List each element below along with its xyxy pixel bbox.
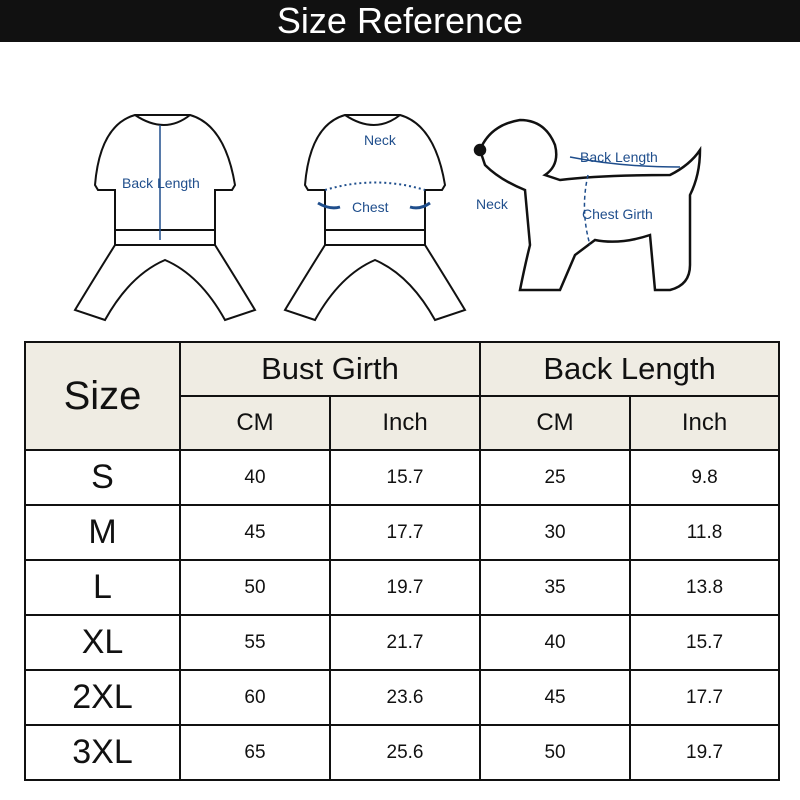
dog-neck-label: Neck (476, 196, 509, 212)
dog-back-length-label: Back Length (580, 149, 658, 165)
table-row: 3XL 65 25.6 50 19.7 (24, 724, 781, 781)
size-cell: 2XL (24, 669, 181, 726)
value-cell: 19.7 (629, 724, 781, 781)
value-cell: 19.7 (328, 559, 482, 616)
size-cell: M (24, 504, 181, 561)
size-cell: XL (24, 614, 181, 671)
unit-header: Inch (328, 395, 482, 451)
back-length-label: Back Length (122, 175, 200, 191)
value-cell: 60 (179, 669, 331, 726)
size-table: Size Bust Girth Back Length CM Inch CM I… (24, 341, 781, 781)
value-cell: 25 (479, 449, 632, 506)
value-cell: 50 (479, 724, 632, 781)
value-cell: 23.6 (328, 669, 482, 726)
dog-chest-girth-label: Chest Girth (582, 206, 653, 222)
value-cell: 65 (179, 724, 331, 781)
value-cell: 45 (479, 669, 632, 726)
value-cell: 15.7 (629, 614, 781, 671)
back-length-header: Back Length (479, 341, 781, 397)
table-row: S 40 15.7 25 9.8 (24, 449, 781, 506)
value-cell: 17.7 (629, 669, 781, 726)
value-cell: 35 (479, 559, 632, 616)
value-cell: 50 (179, 559, 331, 616)
value-cell: 40 (479, 614, 632, 671)
value-cell: 15.7 (328, 449, 482, 506)
table-row: 2XL 60 23.6 45 17.7 (24, 669, 781, 726)
value-cell: 11.8 (629, 504, 781, 561)
size-cell: S (24, 449, 181, 506)
value-cell: 40 (179, 449, 331, 506)
title-banner: Size Reference (0, 0, 800, 42)
header-row-units: CM Inch CM Inch (25, 395, 781, 451)
unit-header: CM (479, 395, 632, 451)
value-cell: 13.8 (629, 559, 781, 616)
value-cell: 25.6 (328, 724, 482, 781)
garment-front-view (283, 114, 467, 322)
size-header: Size (24, 341, 181, 451)
value-cell: 9.8 (629, 449, 781, 506)
page-title: Size Reference (276, 0, 524, 41)
measurement-illustrations: Back Length Neck Chest Back Length Neck … (73, 114, 702, 322)
header-row-groups: Size Bust Girth Back Length (24, 341, 781, 451)
size-cell: L (24, 559, 181, 616)
value-cell: 55 (179, 614, 331, 671)
neck-label: Neck (364, 132, 397, 148)
value-cell: 17.7 (328, 504, 482, 561)
bust-girth-header: Bust Girth (178, 341, 482, 397)
garment-back-view (73, 114, 257, 322)
size-cell: 3XL (24, 724, 181, 781)
table-row: L 50 19.7 35 13.8 (24, 559, 781, 616)
chest-label: Chest (352, 199, 389, 215)
table-row: XL 55 21.7 40 15.7 (24, 614, 781, 671)
dog-illustration (473, 118, 702, 292)
unit-header: CM (179, 395, 331, 451)
value-cell: 30 (479, 504, 632, 561)
table-row: M 45 17.7 30 11.8 (24, 504, 781, 561)
value-cell: 21.7 (328, 614, 482, 671)
unit-header: Inch (629, 395, 781, 451)
value-cell: 45 (179, 504, 331, 561)
